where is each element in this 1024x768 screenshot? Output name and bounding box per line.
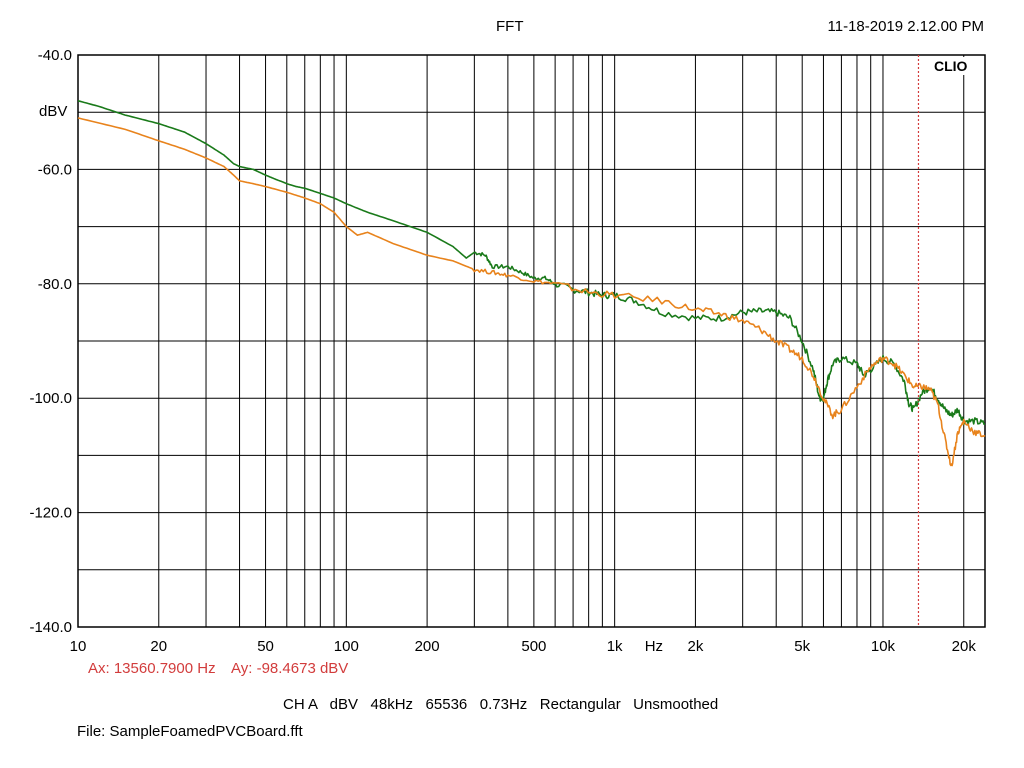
y-tick-label: -140.0 xyxy=(29,619,72,636)
x-tick-label: 10k xyxy=(871,638,896,655)
x-tick-label: 10 xyxy=(70,638,87,655)
x-tick-label: 20 xyxy=(150,638,167,655)
chart-title: FFT xyxy=(496,18,524,35)
x-tick-label: 200 xyxy=(415,638,440,655)
y-tick-label: -120.0 xyxy=(29,505,72,522)
x-tick-label: 2k xyxy=(688,638,704,655)
overlay: CLIO -40.0 -60.0 -80.0 -100.0 -120.0 -140.0 10 2… xyxy=(29,47,976,655)
timestamp: 11-18-2019 2.12.00 PM xyxy=(827,18,985,35)
brand-label: CLIO xyxy=(934,58,968,74)
x-tick-label: 20k xyxy=(952,638,977,655)
x-tick-label: 100 xyxy=(334,638,359,655)
x-tick-label: 50 xyxy=(257,638,274,655)
series-line-1 xyxy=(77,100,986,426)
y-tick-label: -40.0 xyxy=(38,47,72,64)
series-layer xyxy=(77,100,986,467)
x-tick-label: 1k xyxy=(607,638,623,655)
series-line-2 xyxy=(77,117,986,467)
x-tick-label: 500 xyxy=(521,638,546,655)
y-tick-label: -60.0 xyxy=(38,161,72,178)
brand-bg xyxy=(929,57,975,75)
plot-frame xyxy=(77,54,986,628)
cursor-y-readout: Ay: -98.4673 dBV xyxy=(231,660,349,677)
file-line: File: SampleFoamedPVCBoard.fft xyxy=(77,723,303,740)
grid xyxy=(77,54,986,628)
settings-line: CH A dBV 48kHz 65536 0.73Hz Rectangular … xyxy=(283,696,719,713)
x-tick-label: 5k xyxy=(794,638,810,655)
y-tick-label: -80.0 xyxy=(38,276,72,293)
cursor-x-readout: Ax: 13560.7900 Hz xyxy=(88,660,216,677)
x-axis-unit: Hz xyxy=(645,638,663,655)
y-tick-label: -100.0 xyxy=(29,390,72,407)
y-axis-unit: dBV xyxy=(39,103,68,120)
